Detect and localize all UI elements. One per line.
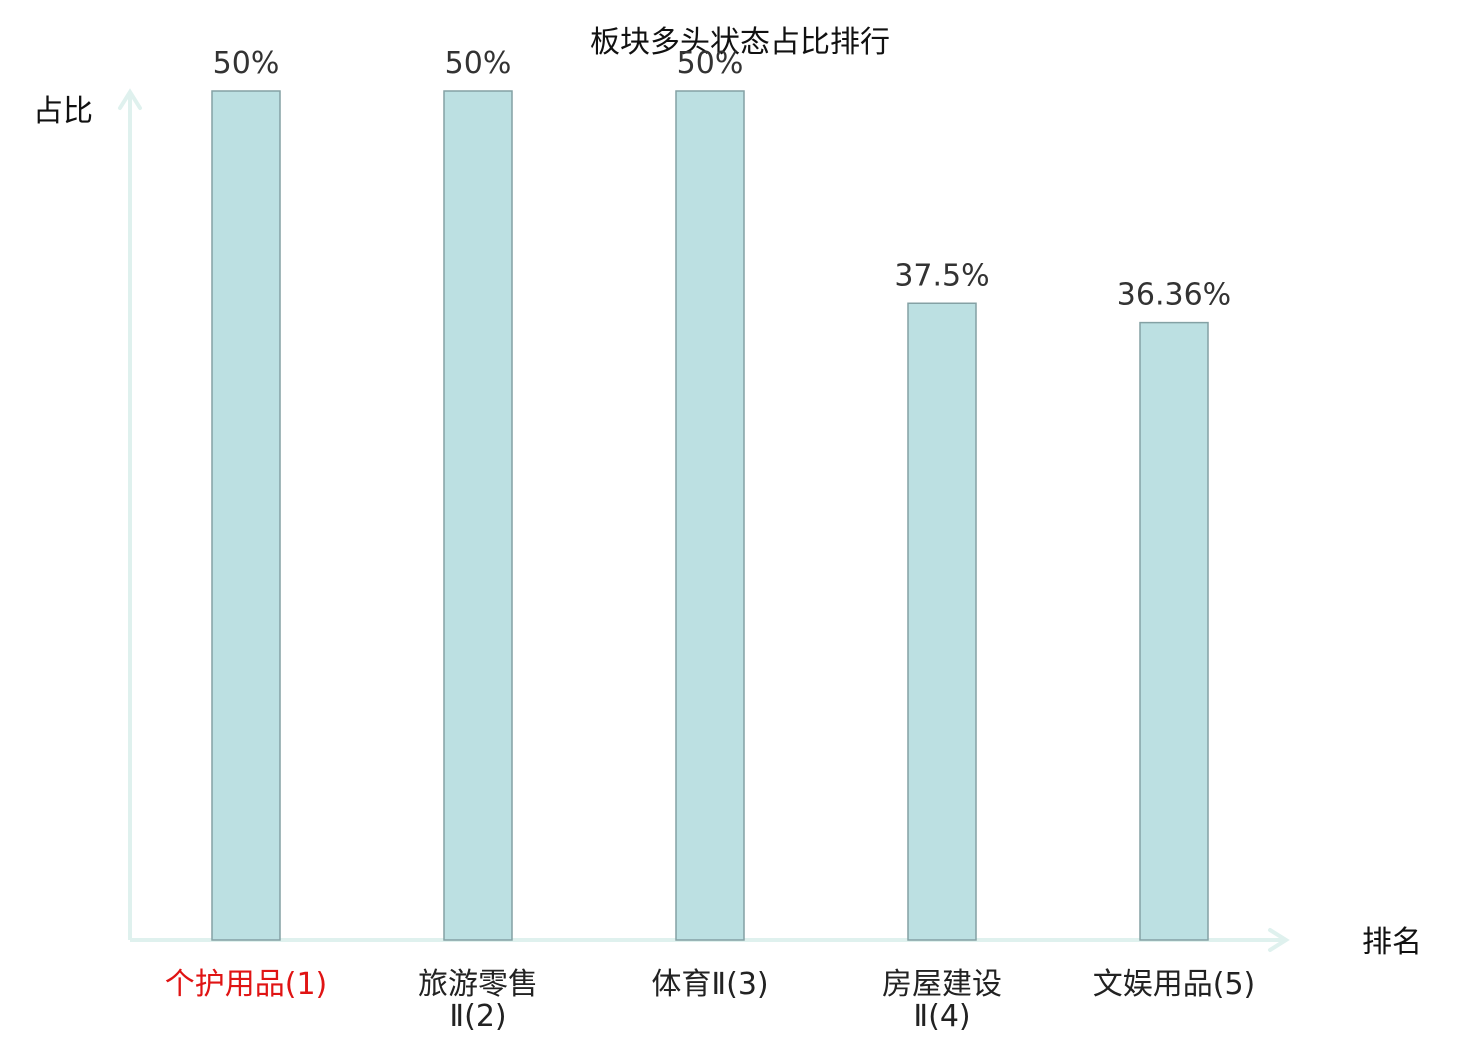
category-label: 体育Ⅱ(3) [651,967,768,1002]
category-label: 旅游零售 Ⅱ(2) [418,967,538,1034]
category-label-line: 旅游零售 [418,967,538,1002]
category-labels: 个护用品(1) 旅游零售 Ⅱ(2) 体育Ⅱ(3) 房屋建设 Ⅱ(4) 文娱用品(5) [165,967,1256,1034]
bar [907,302,977,941]
x-axis-title: 排名 [1362,925,1422,960]
value-labels: 50% 50% 50% 37.5% 36.36% [213,46,1232,313]
category-label-line: 文娱用品(5) [1093,967,1256,1002]
x-axis: 排名 [130,925,1422,960]
bar-value-label: 50% [677,46,744,81]
chart-title: 板块多头状态占比排行 [590,25,890,60]
category-label-line: 个护用品(1) [165,967,328,1002]
y-axis-title: 占比 [33,94,93,129]
bars [211,90,1209,941]
category-label: 文娱用品(5) [1093,967,1256,1002]
bar [675,90,745,941]
bar [211,90,281,941]
category-label: 个护用品(1) [165,967,328,1002]
x-axis-arrow [1268,928,1290,952]
category-label: 房屋建设 Ⅱ(4) [882,967,1002,1034]
category-label-line: Ⅱ(2) [449,999,506,1034]
category-label-line: 体育Ⅱ(3) [651,967,768,1002]
y-axis: 占比 [33,88,142,940]
bar [443,90,513,941]
y-axis-arrow [118,88,142,110]
bar-value-label: 50% [213,46,280,81]
bar-value-label: 50% [445,46,512,81]
category-label-line: 房屋建设 [882,967,1002,1002]
bar-value-label: 37.5% [894,258,989,293]
category-label-line: Ⅱ(4) [913,999,970,1034]
bar-value-label: 36.36% [1117,278,1231,313]
bar [1139,321,1209,941]
